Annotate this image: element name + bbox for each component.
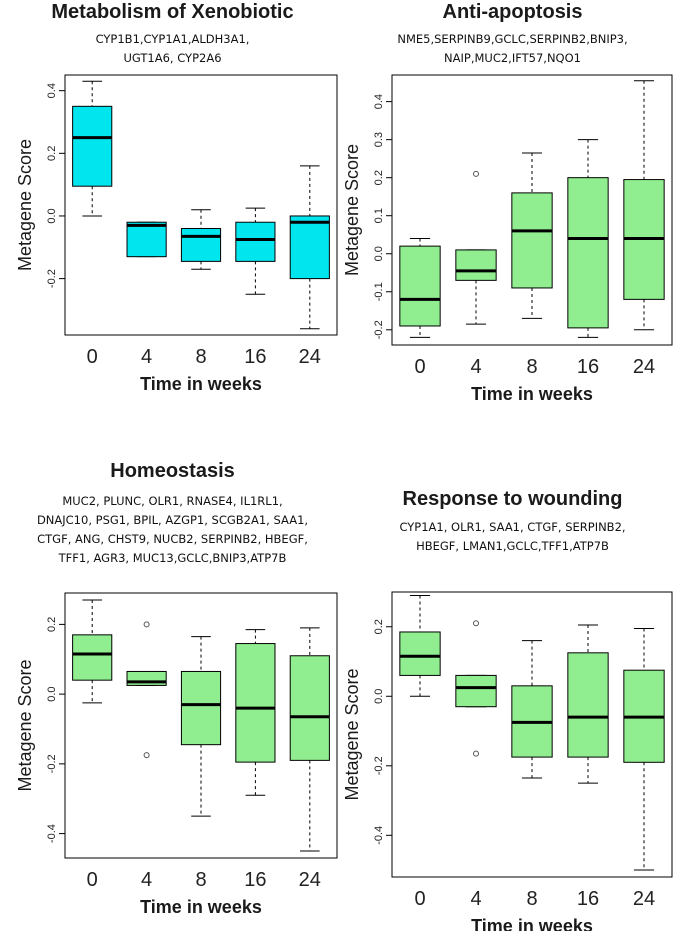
- gene-list-line: UGT1A6, CYP2A6: [123, 51, 222, 65]
- x-tick-label: 0: [414, 356, 425, 378]
- y-tick-label: 0.2: [46, 146, 58, 161]
- x-tick-label: 16: [577, 888, 599, 910]
- x-tick-label: 8: [526, 356, 537, 378]
- box: [72, 634, 113, 681]
- plot-frame: [64, 592, 338, 859]
- x-tick-label: 4: [470, 888, 481, 910]
- y-axis-label: Metagene Score: [15, 139, 35, 271]
- y-tick-label: 0.2: [373, 170, 385, 185]
- x-axis-label: Time in weeks: [140, 374, 262, 394]
- y-tick-label: 0.1: [373, 208, 385, 223]
- box: [455, 674, 497, 708]
- y-tick-label: 0.2: [46, 617, 58, 632]
- chart-title: Anti-apoptosis: [442, 1, 583, 23]
- x-tick-label: 24: [299, 869, 321, 891]
- box: [399, 631, 441, 676]
- outlier-point: [143, 752, 150, 759]
- y-axis-label: Metagene Score: [15, 659, 35, 791]
- y-tick-label: 0.4: [373, 94, 385, 109]
- y-tick-label: 0.4: [46, 83, 58, 98]
- chart-panel-metabolism: Metabolism of Xenobiotic CYP1B1,CYP1A1,A…: [0, 0, 345, 415]
- y-tick-label: -0.4: [46, 824, 58, 843]
- y-axis-label: Metagene Score: [342, 668, 362, 800]
- box: [235, 221, 276, 262]
- box: [72, 105, 113, 187]
- outlier-point: [473, 620, 479, 627]
- x-tick-label: 4: [141, 346, 152, 368]
- gene-list-line: TFF1, AGR3, MUC13,GCLC,BNIP3,ATP7B: [58, 551, 287, 565]
- gene-list-line: CYP1B1,CYP1A1,ALDH3A1,: [95, 32, 250, 46]
- plot-frame: [64, 74, 338, 336]
- boxplot-metabolism: -0.2 0.0 0.2 0.4 Metagene Score 0 4 8 16 24 Time i…: [15, 74, 338, 394]
- x-tick-label: 24: [633, 888, 655, 910]
- chart-title: Homeostasis: [110, 460, 235, 482]
- box: [567, 652, 609, 758]
- chart-title: Response to wounding: [402, 488, 623, 510]
- gene-list-line: NME5,SERPINB9,GCLC,SERPINB2,BNIP3,: [397, 32, 628, 46]
- x-tick-label: 16: [244, 869, 266, 891]
- box: [455, 249, 497, 281]
- outlier-point: [473, 750, 479, 757]
- y-tick-label: -0.2: [373, 756, 385, 775]
- x-tick-label: 0: [414, 888, 425, 910]
- x-tick-label: 24: [299, 346, 321, 368]
- x-tick-label: 0: [87, 346, 98, 368]
- gene-list: NME5,SERPINB9,GCLC,SERPINB2,BNIP3, NAIP,…: [340, 30, 685, 68]
- x-tick-label: 4: [141, 869, 152, 891]
- box: [180, 227, 222, 262]
- gene-list: CYP1A1, OLR1, SAA1, CTGF, SERPINB2, HBEG…: [340, 518, 685, 556]
- y-tick-label: 0.0: [373, 246, 385, 261]
- outlier-point: [473, 170, 479, 177]
- y-tick-label: 0.0: [46, 686, 58, 701]
- x-axis-label: Time in weeks: [140, 897, 262, 917]
- chart-title: Metabolism of Xenobiotic: [51, 1, 294, 23]
- box: [126, 221, 167, 258]
- y-tick-label: 0.3: [373, 132, 385, 147]
- box: [289, 655, 330, 761]
- y-tick-label: -0.2: [46, 754, 58, 773]
- gene-list-line: NAIP,MUC2,IFT57,NQO1: [444, 51, 581, 65]
- gene-list-line: CYP1A1, OLR1, SAA1, CTGF, SERPINB2,: [399, 520, 626, 534]
- chart-panel-wounding: Response to wounding CYP1A1, OLR1, SAA1,…: [340, 455, 685, 931]
- box: [567, 177, 609, 329]
- gene-list: CYP1B1,CYP1A1,ALDH3A1, UGT1A6, CYP2A6: [0, 30, 345, 68]
- y-tick-label: 0.0: [373, 689, 385, 704]
- y-tick-label: -0.2: [373, 320, 385, 339]
- boxplot-wounding: -0.4 -0.2 0.0 0.2 Metagene Score 0 4 8 16 24 Time …: [342, 591, 673, 931]
- x-axis-label: Time in weeks: [471, 916, 593, 931]
- x-tick-label: 8: [526, 888, 537, 910]
- box: [180, 670, 222, 746]
- box: [289, 215, 330, 280]
- box: [399, 245, 441, 327]
- y-axis-label: Metagene Score: [342, 144, 362, 276]
- y-tick-label: 0.0: [46, 208, 58, 223]
- chart-panel-anti-apoptosis: Anti-apoptosis NME5,SERPINB9,GCLC,SERPIN…: [340, 0, 685, 415]
- y-tick-label: -0.4: [373, 826, 385, 845]
- y-tick-label: -0.2: [46, 269, 58, 288]
- x-tick-label: 16: [577, 356, 599, 378]
- plot-frame: [391, 74, 673, 346]
- x-tick-label: 24: [633, 356, 655, 378]
- box: [235, 643, 276, 763]
- gene-list: MUC2, PLUNC, OLR1, RNASE4, IL1RL1, DNAJC…: [0, 492, 345, 568]
- x-tick-label: 8: [195, 346, 206, 368]
- x-tick-label: 8: [195, 869, 206, 891]
- gene-list-line: CTGF, ANG, CHST9, NUCB2, SERPINB2, HBEGF…: [37, 532, 308, 546]
- gene-list-line: DNAJC10, PSG1, BPIL, AZGP1, SCGB2A1, SAA…: [36, 513, 309, 527]
- boxplot-homeostasis: -0.4 -0.2 0.0 0.2 Metagene Score 0 4 8 16 24 Time …: [15, 592, 338, 917]
- y-tick-label: 0.2: [373, 619, 385, 634]
- x-tick-label: 16: [244, 346, 266, 368]
- outlier-point: [143, 621, 150, 628]
- plot-frame: [391, 591, 673, 878]
- gene-list-line: HBEGF, LMAN1,GCLC,TFF1,ATP7B: [416, 539, 609, 553]
- x-tick-label: 4: [470, 356, 481, 378]
- y-tick-label: -0.1: [373, 282, 385, 301]
- box: [511, 192, 553, 289]
- boxplot-anti-apoptosis: -0.2 -0.1 0.0 0.1 0.2 0.3 0.4 Metagene Score 0 4 8…: [342, 74, 673, 404]
- x-axis-label: Time in weeks: [471, 384, 593, 404]
- x-tick-label: 0: [87, 869, 98, 891]
- gene-list-line: MUC2, PLUNC, OLR1, RNASE4, IL1RL1,: [62, 494, 283, 508]
- chart-panel-homeostasis: Homeostasis MUC2, PLUNC, OLR1, RNASE4, I…: [0, 455, 345, 931]
